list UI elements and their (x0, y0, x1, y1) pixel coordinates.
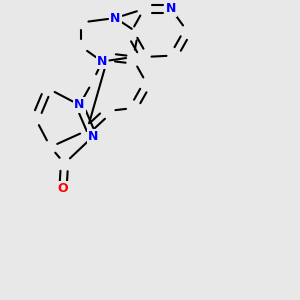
Text: N: N (74, 98, 85, 112)
Text: O: O (58, 182, 68, 195)
Text: N: N (166, 2, 176, 16)
Text: N: N (88, 130, 98, 143)
Text: N: N (110, 11, 121, 25)
Text: N: N (97, 55, 107, 68)
